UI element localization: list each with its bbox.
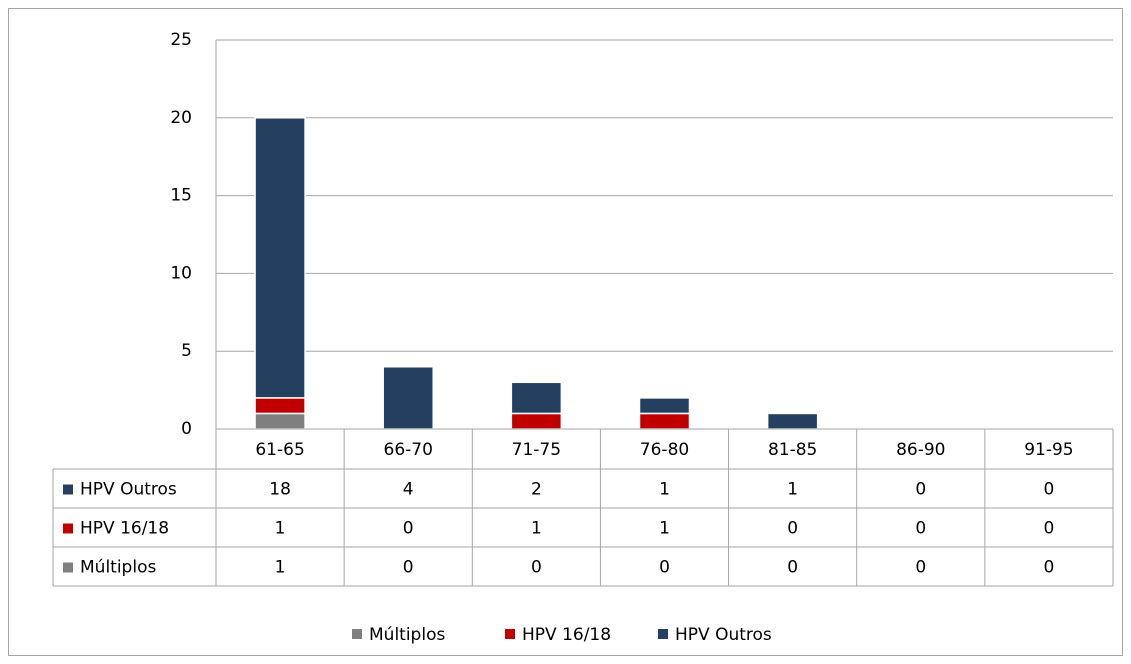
x-tick-label: 76-80 [640, 440, 689, 460]
x-tick-label: 91-95 [1024, 440, 1073, 460]
table-value: 1 [275, 519, 286, 539]
x-tick-label: 81-85 [768, 440, 817, 460]
table-value: 1 [659, 480, 670, 500]
legend-key [352, 629, 362, 639]
table-value: 2 [531, 480, 542, 500]
legend-label: HPV Outros [675, 625, 772, 645]
table-value: 0 [1044, 480, 1055, 500]
table-value: 1 [275, 558, 286, 578]
bar-segment [254, 397, 306, 415]
table-legend-key [63, 523, 73, 534]
table-value: 0 [915, 519, 926, 539]
table-value: 4 [403, 480, 414, 500]
bar-segment [510, 412, 563, 430]
table-value: 1 [531, 519, 542, 539]
x-tick-label: 71-75 [512, 440, 561, 460]
y-tick-label: 5 [181, 341, 192, 361]
table-row-label: Múltiplos [80, 558, 156, 578]
bar-segment [638, 412, 691, 430]
legend-key [658, 629, 668, 639]
table-value: 0 [915, 480, 926, 500]
table-value: 0 [915, 558, 926, 578]
table-value: 0 [403, 519, 414, 539]
table-value: 0 [1044, 558, 1055, 578]
table-legend-key [63, 484, 73, 495]
table-value: 0 [787, 519, 798, 539]
bar-segment [766, 412, 819, 430]
x-tick-label: 66-70 [384, 440, 433, 460]
table-row-label: HPV Outros [80, 480, 177, 500]
bar-segment [254, 412, 306, 430]
y-tick-label: 15 [170, 186, 192, 206]
table-row-label: HPV 16/18 [80, 519, 169, 539]
table-value: 0 [1044, 519, 1055, 539]
legend-label: HPV 16/18 [522, 625, 611, 645]
table-value: 0 [531, 558, 542, 578]
bar-segment [638, 397, 691, 415]
chart-frame [8, 8, 1123, 656]
table-legend-key [63, 562, 73, 573]
table-value: 0 [787, 558, 798, 578]
table-value: 1 [787, 480, 798, 500]
legend-key [505, 629, 515, 639]
bar-segment [510, 381, 563, 415]
legend-label: Múltiplos [369, 625, 445, 645]
y-tick-label: 10 [170, 263, 192, 283]
y-tick-label: 25 [170, 30, 192, 50]
table-value: 18 [269, 480, 291, 500]
table-value: 1 [659, 519, 670, 539]
y-tick-label: 0 [181, 419, 192, 439]
table-value: 0 [403, 558, 414, 578]
y-tick-label: 20 [170, 108, 192, 128]
bar-segment [382, 366, 434, 430]
x-tick-label: 61-65 [255, 440, 304, 460]
bar-segment [254, 117, 306, 399]
x-tick-label: 86-90 [896, 440, 945, 460]
table-value: 0 [659, 558, 670, 578]
